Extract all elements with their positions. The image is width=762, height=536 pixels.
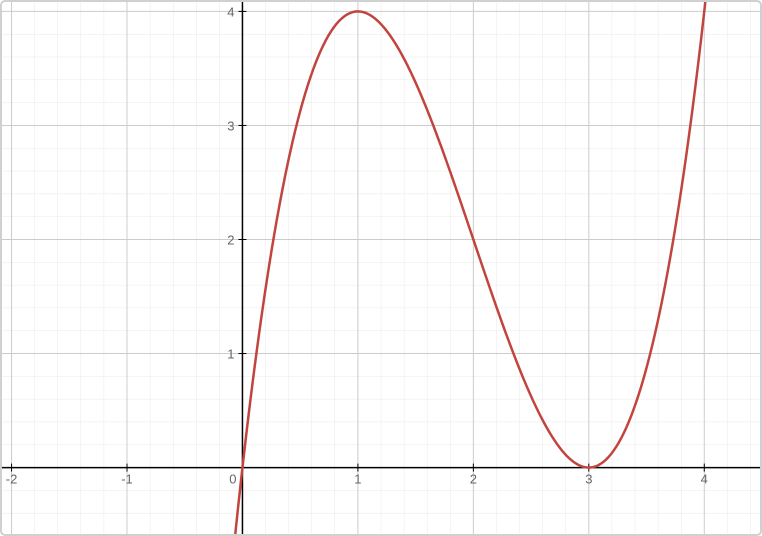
- y-tick-label: 1: [227, 347, 234, 362]
- y-tick-label: 4: [227, 4, 234, 19]
- x-tick-label: 3: [585, 472, 592, 487]
- x-tick-label: 4: [701, 472, 708, 487]
- x-tick-label: 0: [229, 472, 236, 487]
- x-tick-label: -2: [6, 472, 18, 487]
- x-tick-label: 2: [470, 472, 477, 487]
- x-tick-label: 1: [354, 472, 361, 487]
- curve-plot: -2 -1 0 1 2 3 4 1 2 3 4: [0, 0, 762, 536]
- y-tick-label: 3: [227, 118, 234, 133]
- y-tick-label: 2: [227, 232, 234, 247]
- chart-area: -2 -1 0 1 2 3 4 1 2 3 4: [0, 0, 762, 536]
- x-tick-label: -1: [121, 472, 133, 487]
